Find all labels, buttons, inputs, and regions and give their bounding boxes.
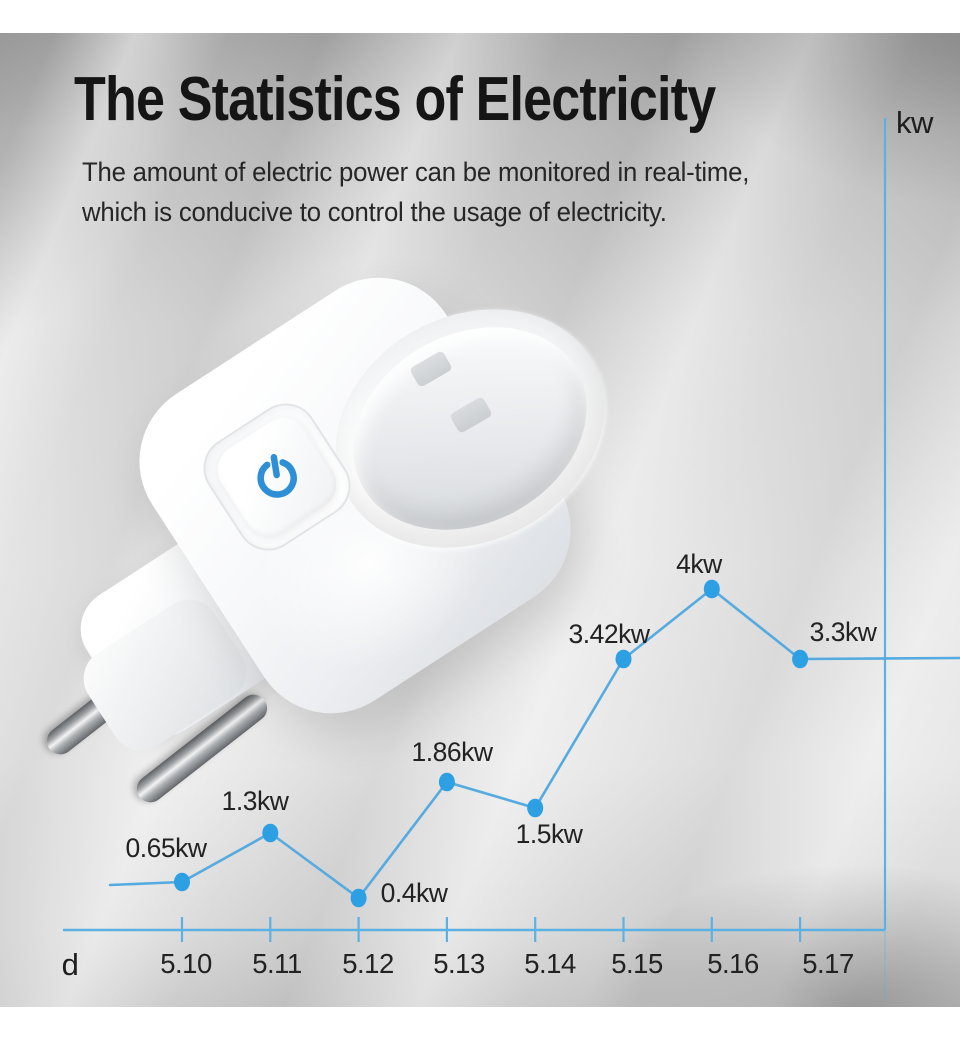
data-label-5.11: 1.3kw bbox=[222, 786, 290, 816]
data-point-5.15 bbox=[615, 649, 632, 669]
data-point-5.10 bbox=[174, 872, 190, 892]
page-title: The Statistics of Electricity bbox=[74, 65, 716, 134]
x-tick-label-5.10: 5.10 bbox=[160, 948, 212, 979]
bottom-white-band bbox=[0, 1007, 960, 1062]
x-tick-label-5.11: 5.11 bbox=[252, 948, 301, 979]
data-label-5.17: 3.3kw bbox=[810, 617, 878, 647]
y-axis-unit-label: kw bbox=[896, 105, 934, 140]
power-button bbox=[207, 407, 347, 547]
x-axis-unit-label: d bbox=[62, 947, 79, 982]
x-tick-label-5.17: 5.17 bbox=[802, 948, 854, 979]
page-subtitle: The amount of electric power can be moni… bbox=[82, 152, 749, 232]
data-label-5.16: 4kw bbox=[676, 549, 723, 579]
data-line bbox=[108, 587, 960, 900]
x-tick-label-5.12: 5.12 bbox=[342, 948, 394, 979]
x-tick-label-5.14: 5.14 bbox=[524, 948, 576, 979]
data-label-5.14: 1.5kw bbox=[516, 819, 584, 849]
power-icon bbox=[257, 453, 297, 498]
data-point-5.17 bbox=[792, 649, 809, 669]
subtitle-line-1: The amount of electric power can be moni… bbox=[82, 157, 750, 187]
data-label-5.10: 0.65kw bbox=[126, 833, 208, 863]
data-label-5.15: 3.42kw bbox=[569, 619, 651, 649]
smart-plug-image bbox=[40, 230, 647, 830]
data-point-5.13 bbox=[438, 772, 455, 792]
x-tick-label-5.16: 5.16 bbox=[707, 948, 759, 979]
x-tick-label-5.15: 5.15 bbox=[611, 948, 663, 979]
data-point-5.12 bbox=[350, 888, 367, 908]
x-tick-label-5.13: 5.13 bbox=[433, 948, 485, 979]
top-white-band bbox=[0, 0, 960, 33]
data-point-5.14 bbox=[527, 798, 544, 818]
power-button-ring bbox=[191, 391, 363, 563]
data-point-5.11 bbox=[262, 823, 279, 843]
data-label-5.12: 0.4kw bbox=[381, 878, 449, 908]
data-point-5.16 bbox=[703, 579, 720, 599]
subtitle-line-2: which is conducive to control the usage … bbox=[82, 197, 667, 227]
data-label-5.13: 1.86kw bbox=[412, 737, 494, 767]
